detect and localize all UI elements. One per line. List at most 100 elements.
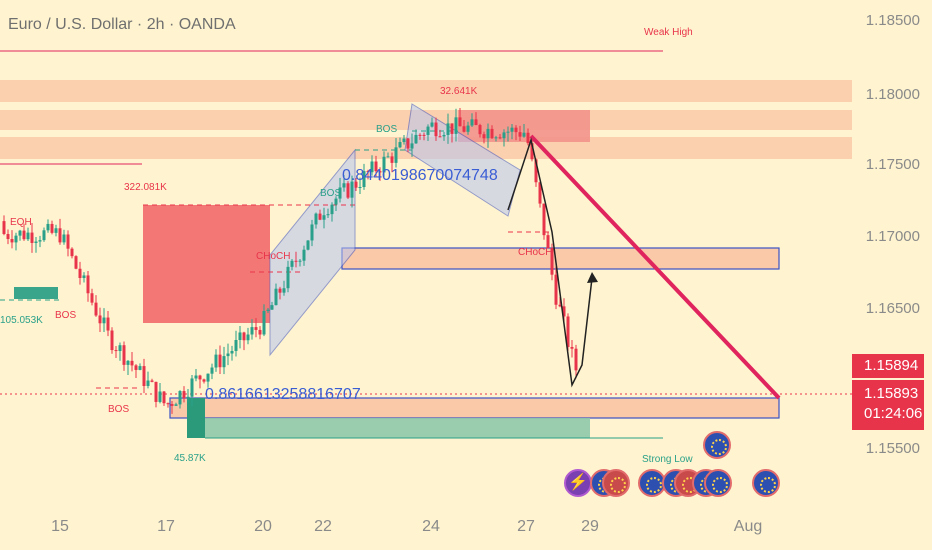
candle-body bbox=[10, 239, 14, 243]
price-tag-current: 1.15893 01:24:06 bbox=[852, 380, 924, 430]
candle-body bbox=[410, 143, 414, 149]
candle-body bbox=[34, 241, 38, 243]
demand-zone-green bbox=[187, 418, 590, 438]
candle-body bbox=[538, 182, 542, 204]
candle-body bbox=[46, 223, 50, 231]
candle-body bbox=[322, 215, 326, 220]
candle-body bbox=[474, 119, 478, 126]
candle-body bbox=[362, 171, 366, 188]
candle-body bbox=[494, 137, 498, 139]
candle-body bbox=[482, 134, 486, 139]
candle-body bbox=[386, 156, 390, 158]
flash-icon[interactable]: ⚡ bbox=[564, 469, 592, 497]
x-tick: 22 bbox=[314, 518, 332, 535]
candle-body bbox=[522, 132, 526, 137]
candle-body bbox=[502, 132, 506, 139]
candle-body bbox=[114, 350, 118, 352]
candle-body bbox=[562, 306, 566, 317]
projection-path bbox=[507, 137, 593, 388]
bos-label-1: BOS bbox=[55, 310, 77, 321]
candle-body bbox=[102, 317, 106, 324]
candle-body bbox=[550, 248, 554, 275]
candle-body bbox=[534, 159, 538, 183]
candle-body bbox=[346, 183, 350, 198]
candle-body bbox=[182, 391, 186, 399]
candle-body bbox=[570, 346, 574, 349]
supply-zone-top bbox=[0, 80, 852, 102]
candle-body bbox=[442, 134, 446, 137]
candle-body bbox=[530, 143, 534, 160]
candle-body bbox=[378, 171, 382, 173]
eu-flag-icon[interactable] bbox=[752, 469, 780, 497]
candle-body bbox=[194, 375, 198, 379]
candle-body bbox=[134, 365, 138, 370]
candle-body bbox=[234, 339, 238, 351]
candle-body bbox=[330, 204, 334, 215]
chart-title: Euro / U.S. Dollar · 2h · OANDA bbox=[8, 16, 236, 33]
candle-body bbox=[250, 327, 254, 335]
candle-body bbox=[518, 132, 522, 137]
volume-bar-left bbox=[14, 287, 58, 299]
current-price: 1.15893 bbox=[864, 385, 919, 402]
candle-body bbox=[50, 223, 54, 233]
candle-body bbox=[490, 128, 494, 139]
economic-events[interactable]: ⚡ bbox=[0, 469, 852, 501]
candle-body bbox=[218, 354, 222, 368]
candle-body bbox=[282, 288, 286, 293]
candle-body bbox=[146, 380, 150, 386]
candle-body bbox=[306, 240, 310, 250]
bos-label-3: BOS bbox=[320, 188, 342, 199]
candle-body bbox=[106, 317, 110, 331]
trend-line bbox=[529, 134, 781, 400]
candle-body bbox=[342, 183, 346, 188]
candle-body bbox=[402, 138, 406, 143]
fib-value-upper: 0.8440198670074748 bbox=[342, 167, 498, 184]
candle-body bbox=[62, 234, 66, 243]
x-tick: 29 bbox=[581, 518, 599, 535]
volume-bar-green bbox=[187, 398, 205, 438]
candle-body bbox=[414, 134, 418, 144]
candle-body bbox=[130, 360, 134, 366]
candle-body bbox=[266, 309, 270, 311]
candle-body bbox=[270, 305, 274, 310]
x-tick: 27 bbox=[517, 518, 535, 535]
candle-body bbox=[354, 181, 358, 188]
channel-down bbox=[404, 103, 521, 217]
x-tick: 24 bbox=[422, 518, 440, 535]
candle-body bbox=[258, 329, 262, 335]
candle-body bbox=[150, 380, 154, 382]
y-tick: 1.18500 bbox=[865, 12, 920, 29]
candle-body bbox=[434, 122, 438, 137]
y-axis[interactable]: 1.18500 1.18000 1.17500 1.17000 1.16500 … bbox=[850, 0, 932, 550]
candle-body bbox=[438, 136, 442, 138]
strong-low-label: Strong Low bbox=[642, 454, 693, 465]
volume-label-top: 32.641K bbox=[440, 86, 478, 97]
fib-value-lower: 0.8616613258816707 bbox=[205, 386, 361, 403]
price-chart[interactable] bbox=[0, 0, 852, 550]
candle-body bbox=[278, 288, 282, 293]
candle-body bbox=[158, 391, 162, 402]
candle-body bbox=[210, 367, 214, 374]
candle-body bbox=[454, 117, 458, 134]
x-tick: 15 bbox=[51, 518, 69, 535]
candle-body bbox=[66, 234, 70, 249]
candle-body bbox=[222, 356, 226, 368]
projection-arrow-icon bbox=[587, 272, 598, 283]
y-tick: 1.18000 bbox=[865, 86, 920, 103]
candle-body bbox=[138, 366, 142, 370]
candle-body bbox=[374, 161, 378, 172]
candle-body bbox=[422, 134, 426, 136]
candle-body bbox=[294, 260, 298, 262]
candle-body bbox=[170, 404, 174, 406]
us-flag-icon[interactable] bbox=[602, 469, 630, 497]
candle-body bbox=[22, 230, 26, 240]
x-tick: 20 bbox=[254, 518, 272, 535]
eu-flag-icon[interactable] bbox=[703, 431, 731, 459]
eu-flag-icon[interactable] bbox=[704, 469, 732, 497]
eu-flag-icon[interactable] bbox=[638, 469, 666, 497]
volume-label-eqh: 105.053K bbox=[0, 315, 43, 326]
candle-body bbox=[486, 128, 490, 139]
candle-body bbox=[254, 327, 258, 330]
candle-body bbox=[58, 228, 62, 243]
